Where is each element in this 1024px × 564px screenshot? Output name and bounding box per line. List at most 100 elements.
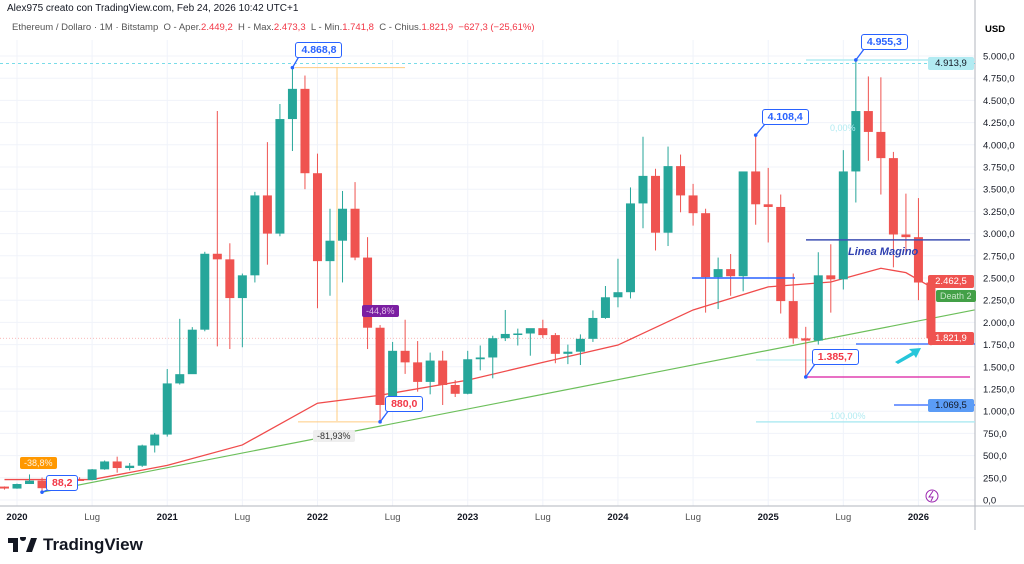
annotation-fib-0: 0,00%	[830, 123, 856, 133]
price-callout[interactable]: 4.868,8	[295, 41, 343, 58]
arrow-icon	[895, 348, 921, 364]
close-label: C - Chius.	[379, 22, 422, 33]
price-callout[interactable]: 88,2	[46, 475, 79, 492]
price-badge: 2.462,5	[928, 274, 974, 288]
open-value: 2.449,2	[201, 22, 233, 33]
low-value: 1.741,8	[342, 22, 374, 33]
callout-pointer	[755, 122, 767, 136]
candle-body	[200, 253, 210, 330]
annotation-measure: -81,93%	[313, 430, 355, 442]
y-tick-label: 2.750,0	[983, 251, 1015, 262]
candle-body	[275, 119, 285, 234]
candle-body	[788, 301, 798, 339]
linea-magino-label: Linea Magino	[848, 246, 919, 258]
price-chart[interactable]: 0,0 250,0 500,0 750,0 1.000,0 1.250,0 1.500,0 1…	[0, 0, 1024, 530]
price-callout[interactable]: 4.108,4	[761, 109, 809, 126]
candle-body	[212, 253, 222, 260]
x-tick-label: 2023	[457, 512, 478, 523]
price-badge: 1.069,5	[928, 398, 974, 412]
candle-body	[262, 195, 272, 234]
candle-body	[751, 171, 761, 205]
change-value: −627,3 (−25,61%)	[458, 22, 535, 33]
price-callout[interactable]: 880,0	[385, 395, 424, 412]
x-tick-label: Lug	[84, 512, 100, 523]
candle-body	[287, 88, 297, 120]
candle-body	[763, 204, 773, 207]
candle-body	[187, 329, 197, 375]
close-value: 1.821,9	[421, 22, 454, 33]
price-badge: 1.821,9	[928, 331, 974, 345]
x-tick-label: 2021	[157, 512, 179, 523]
y-tick-label: 4.000,0	[983, 140, 1015, 151]
candle-body	[25, 480, 35, 485]
candle-body	[901, 234, 911, 238]
candle-body	[588, 317, 598, 339]
lightning-icon	[925, 489, 939, 503]
callout-pointer	[291, 55, 301, 68]
candle-body	[100, 461, 110, 470]
candle-body	[813, 275, 823, 341]
candle-body	[413, 362, 423, 382]
symbol-name: Ethereum / Dollaro · 1M · Bitstamp	[12, 22, 159, 33]
candle-body	[563, 351, 573, 354]
candle-body	[350, 208, 360, 258]
candle-body	[250, 195, 260, 276]
candle-body	[125, 465, 135, 469]
candle-body	[12, 484, 22, 489]
x-tick-label: 2025	[758, 512, 780, 523]
candle-body	[538, 328, 548, 336]
y-tick-label: 1.000,0	[983, 407, 1015, 418]
y-tick-label: 3.500,0	[983, 185, 1015, 196]
moving-average-line	[4, 267, 932, 481]
candle-body	[463, 359, 473, 394]
y-tick-label: 2.500,0	[983, 274, 1015, 285]
y-tick-label: 250,0	[983, 473, 1007, 484]
callout-pointer	[805, 362, 817, 378]
candle-body	[500, 333, 510, 339]
x-tick-label: Lug	[385, 512, 401, 523]
logo-text: TradingView	[43, 535, 143, 554]
candle-body	[776, 206, 786, 302]
candle-body	[137, 445, 147, 466]
x-tick-label: 2020	[6, 512, 27, 523]
candle-body	[37, 480, 47, 489]
y-tick-label: 4.250,0	[983, 118, 1015, 129]
open-label: O - Aper.	[163, 22, 202, 33]
candle-body	[838, 171, 848, 280]
candle-body	[726, 269, 736, 277]
candle-body	[701, 213, 711, 278]
candle-body	[237, 275, 247, 299]
price-callout[interactable]: 1.385,7	[811, 348, 859, 365]
y-tick-label: 1.750,0	[983, 340, 1015, 351]
candle-body	[888, 158, 898, 235]
candle-body	[513, 333, 523, 335]
candle-body	[488, 338, 498, 358]
lightning-icon	[928, 490, 934, 502]
candle-body	[438, 360, 448, 386]
tradingview-logo[interactable]: TradingView	[8, 535, 143, 555]
candle-body	[913, 237, 923, 283]
price-callout[interactable]: 4.955,3	[860, 33, 908, 50]
candle-body	[851, 111, 861, 172]
candle-body	[525, 328, 535, 334]
candle-body	[826, 275, 836, 280]
candle-body	[688, 195, 698, 214]
annotation-drop-2020: -38,8%	[20, 457, 57, 469]
candle-body	[112, 461, 122, 469]
high-label: H - Max.	[238, 22, 274, 33]
y-tick-label: 4.500,0	[983, 96, 1015, 107]
symbol-legend: Ethereum / Dollaro · 1M · Bitstamp O - A…	[12, 22, 534, 33]
candle-body	[801, 338, 811, 341]
candle-body	[676, 166, 686, 196]
callout-pointer	[855, 47, 866, 61]
candle-body	[926, 282, 936, 339]
candle-body	[162, 383, 172, 435]
annotation-signal: Death 2	[936, 290, 976, 302]
y-tick-label: 5.000,0	[983, 52, 1015, 63]
candle-body	[75, 479, 85, 481]
candle-body	[300, 88, 310, 174]
candle-body	[150, 434, 160, 446]
candle-body	[600, 297, 610, 318]
candle-body	[876, 131, 886, 159]
candle-body	[375, 327, 385, 405]
